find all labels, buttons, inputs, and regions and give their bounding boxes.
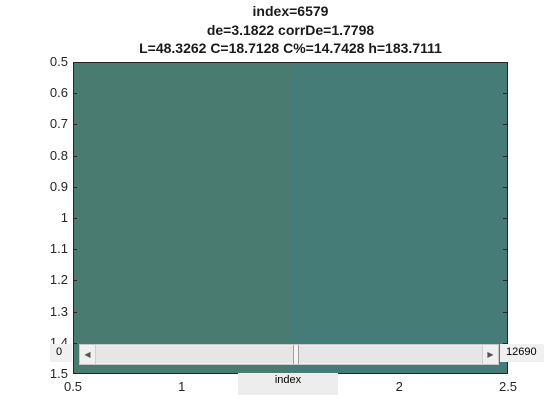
slider-left-arrow-icon[interactable]: ◀	[80, 345, 96, 364]
y-tick-mark	[503, 155, 507, 157]
y-tick-mark	[73, 124, 77, 126]
y-tick-mark	[73, 186, 77, 188]
slider-min-label: 0	[50, 344, 72, 362]
y-tick-mark	[503, 186, 507, 188]
y-tick-label: 0.7	[49, 116, 68, 132]
y-tick-mark	[73, 280, 77, 282]
y-tick-label: 1.2	[49, 272, 68, 288]
y-tick-mark	[73, 62, 77, 63]
x-tick-label: 0.5	[63, 379, 83, 394]
y-tick-label: 0.6	[49, 85, 68, 101]
y-tick-mark	[73, 218, 77, 219]
y-tick-mark	[73, 155, 77, 157]
y-tick-mark	[73, 249, 77, 251]
y-tick-mark	[503, 249, 507, 251]
y-tick-label: 0.9	[49, 178, 68, 194]
y-tick-label: 1.3	[49, 303, 68, 319]
slider-label: index	[238, 373, 338, 395]
y-tick-label: 0.8	[49, 147, 68, 163]
title-line-index: index=6579	[252, 3, 329, 19]
y-tick-mark	[503, 373, 507, 374]
y-tick-mark	[503, 93, 507, 95]
slider-max-label: 12690	[500, 344, 544, 362]
y-tick-mark	[73, 373, 77, 374]
y-tick-mark	[503, 124, 507, 126]
y-tick-label: 1.5	[49, 366, 68, 381]
y-tick-mark	[73, 342, 77, 344]
y-tick-mark	[503, 218, 507, 219]
title-line-lch: L=48.3262 C=18.7128 C%=14.7428 h=183.711…	[139, 40, 442, 56]
y-tick-label: 0.5	[49, 54, 68, 69]
slider-trough[interactable]	[96, 346, 482, 363]
color-patch-right	[292, 63, 507, 373]
y-tick-mark	[503, 311, 507, 313]
color-patch-left	[74, 63, 292, 373]
x-tick-label: 1	[178, 379, 186, 394]
index-slider[interactable]: ◀ ▶	[79, 344, 499, 365]
y-tick-label: 1.1	[49, 241, 68, 257]
y-tick-mark	[503, 62, 507, 63]
x-tick-label: 2.5	[498, 379, 518, 394]
y-tick-mark	[73, 311, 77, 313]
slider-thumb[interactable]	[293, 345, 299, 364]
plot-axes	[73, 62, 508, 374]
slider-right-arrow-icon[interactable]: ▶	[482, 345, 498, 364]
y-tick-mark	[503, 342, 507, 344]
x-tick-label: 2	[395, 379, 403, 394]
y-tick-mark	[73, 93, 77, 95]
y-tick-mark	[503, 280, 507, 282]
title-line-de: de=3.1822 corrDe=1.7798	[206, 22, 375, 38]
y-tick-label: 1	[60, 210, 68, 225]
